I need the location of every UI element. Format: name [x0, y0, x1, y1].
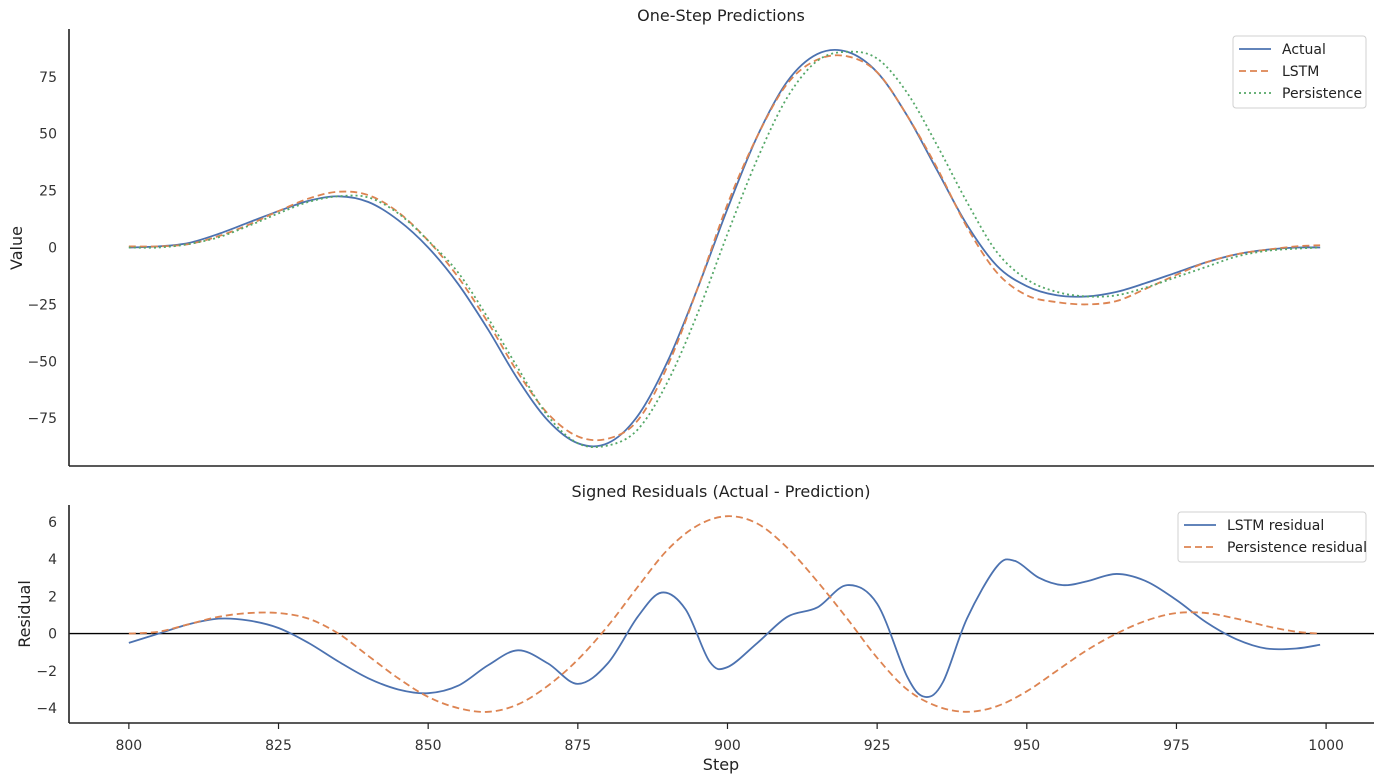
predictions-legend: Actual LSTM Persistence	[1232, 35, 1367, 109]
x-tick-label: 1000	[1308, 738, 1344, 754]
predictions-y-ticks: −75 −50 −25 0 25 50 75	[27, 70, 57, 427]
x-tick-label: 925	[864, 738, 891, 754]
y-tick-label: 50	[39, 127, 57, 143]
residuals-y-axis-title: Residual	[15, 580, 34, 648]
series-line-persistence-residual	[128, 515, 1321, 713]
legend-label: Actual	[1282, 42, 1326, 58]
predictions-panel: One-Step Predictions Value −75 −50 −25 0 25 5…	[7, 6, 1374, 467]
x-tick-label: 900	[714, 738, 741, 754]
legend-label: Persistence	[1282, 86, 1362, 102]
x-axis-title: Step	[703, 755, 739, 774]
x-tick-label: 800	[115, 738, 142, 754]
y-tick-label: 25	[39, 184, 57, 200]
y-tick-label: 4	[48, 552, 57, 568]
predictions-lines	[128, 48, 1321, 448]
y-tick-label: 75	[39, 70, 57, 86]
y-tick-label: −4	[36, 701, 57, 717]
series-line-actual	[128, 48, 1321, 448]
predictions-legend-frame	[1232, 35, 1367, 109]
y-tick-label: −2	[36, 664, 57, 680]
x-tick-label: 875	[564, 738, 591, 754]
y-tick-label: 0	[48, 627, 57, 643]
legend-label: Persistence residual	[1227, 540, 1367, 556]
residuals-x-ticks: 800 825 850 875 900 925 950 975 1000	[115, 723, 1344, 754]
residuals-panel: Signed Residuals (Actual - Prediction) R…	[15, 482, 1374, 774]
x-tick-label: 975	[1163, 738, 1190, 754]
residuals-lines	[128, 515, 1321, 713]
legend-label: LSTM	[1282, 64, 1319, 80]
predictions-y-axis-title: Value	[7, 226, 26, 270]
y-tick-label: 6	[48, 515, 57, 531]
y-tick-label: −50	[27, 354, 57, 370]
y-tick-label: −75	[27, 411, 57, 427]
y-tick-label: 2	[48, 589, 57, 605]
residuals-title: Signed Residuals (Actual - Prediction)	[571, 482, 870, 501]
predictions-title: One-Step Predictions	[637, 6, 805, 25]
residuals-y-ticks: −4 −2 0 2 4 6	[36, 515, 57, 717]
series-line-lstm-residual	[128, 558, 1321, 698]
residuals-legend-frame	[1177, 511, 1367, 563]
residuals-legend: LSTM residual Persistence residual	[1177, 511, 1367, 563]
y-tick-label: 0	[48, 241, 57, 257]
x-tick-label: 950	[1013, 738, 1040, 754]
series-line-persistence	[128, 50, 1321, 448]
series-line-lstm	[128, 54, 1321, 442]
y-tick-label: −25	[27, 297, 57, 313]
x-tick-label: 850	[415, 738, 442, 754]
x-tick-label: 825	[265, 738, 292, 754]
legend-label: LSTM residual	[1227, 518, 1324, 534]
